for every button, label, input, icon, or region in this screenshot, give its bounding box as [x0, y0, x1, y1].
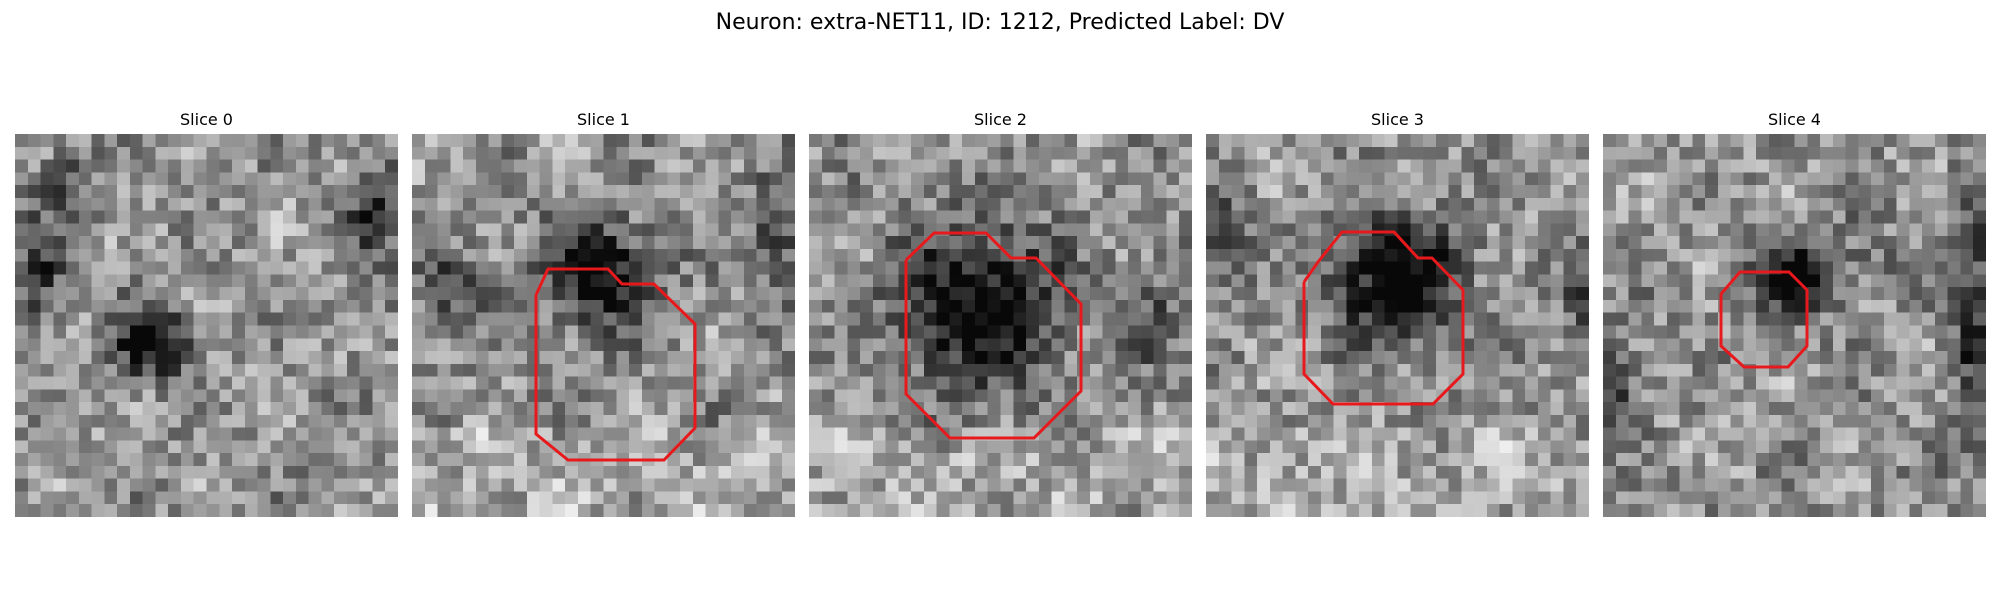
- roi-contour: [904, 231, 1083, 440]
- roi-contour-overlay: [1302, 230, 1465, 406]
- grayscale-image: [412, 134, 795, 517]
- slice-image: [1603, 134, 1986, 517]
- roi-contour: [534, 267, 697, 462]
- slice-image: [412, 134, 795, 517]
- roi-contour-overlay: [1719, 270, 1809, 369]
- grayscale-image: [1603, 134, 1986, 517]
- slice-title: Slice 4: [1768, 110, 1821, 129]
- grayscale-image: [15, 134, 398, 517]
- slice-image: [1206, 134, 1589, 517]
- slice-title: Slice 1: [577, 110, 630, 129]
- slice-panel-3: Slice 3: [1206, 110, 1589, 517]
- roi-contour: [1302, 230, 1465, 406]
- figure-title: Neuron: extra-NET11, ID: 1212, Predicted…: [715, 10, 1285, 35]
- roi-contour-overlay: [534, 267, 697, 462]
- slice-panel-4: Slice 4: [1603, 110, 1986, 517]
- grayscale-image: [809, 134, 1192, 517]
- roi-contour-overlay: [904, 231, 1083, 440]
- slice-panel-1: Slice 1: [412, 110, 795, 517]
- roi-contour: [1719, 270, 1809, 369]
- slice-panel-0: Slice 0: [15, 110, 398, 517]
- slice-image: [15, 134, 398, 517]
- slice-title: Slice 2: [974, 110, 1027, 129]
- slice-image: [809, 134, 1192, 517]
- slice-title: Slice 3: [1371, 110, 1424, 129]
- slice-title: Slice 0: [180, 110, 233, 129]
- grayscale-image: [1206, 134, 1589, 517]
- slice-panel-2: Slice 2: [809, 110, 1192, 517]
